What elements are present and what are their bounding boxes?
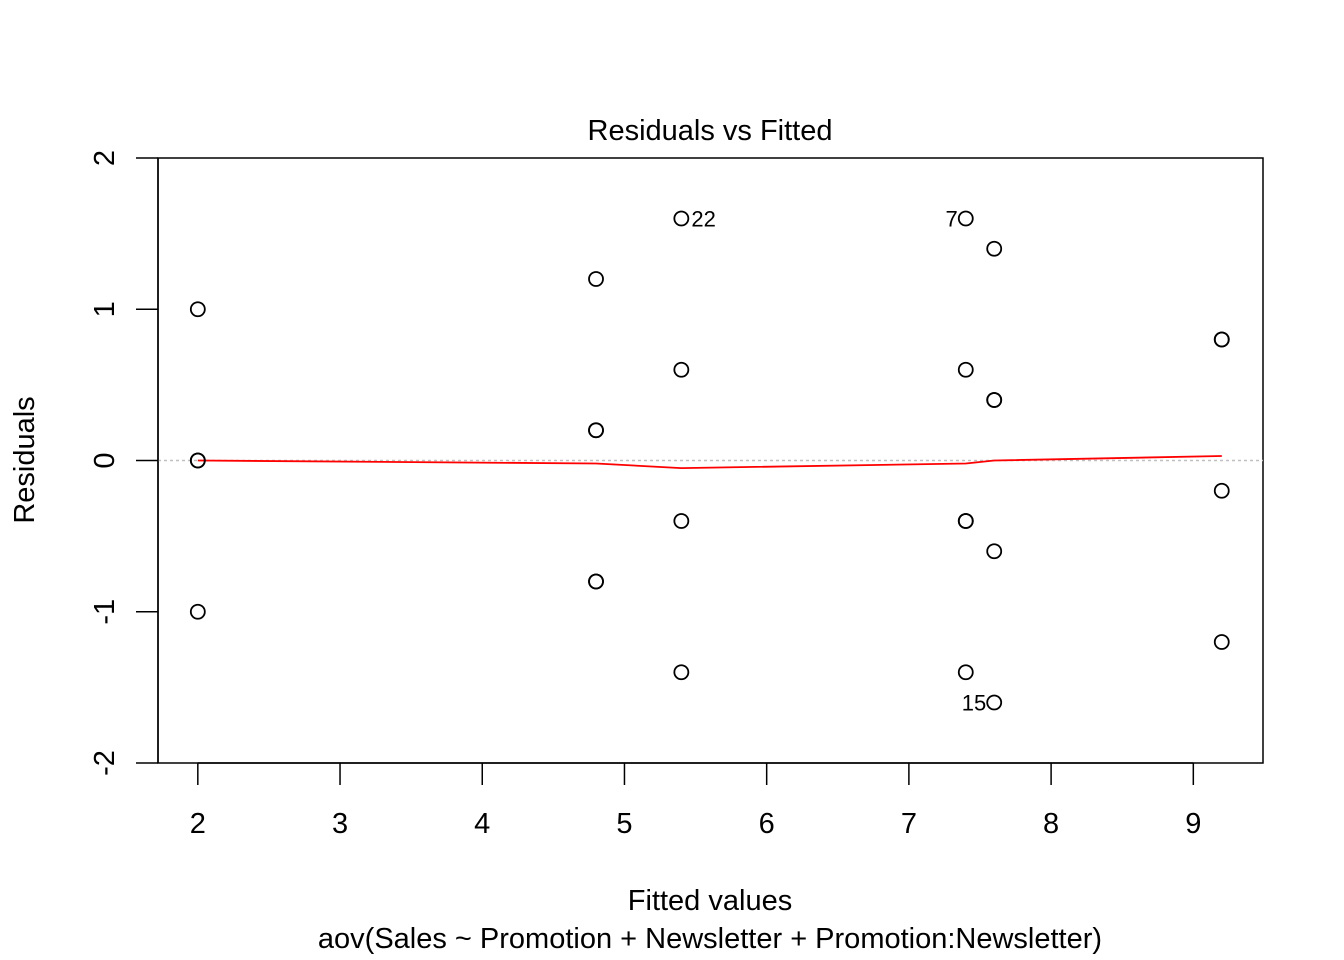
data-point bbox=[673, 513, 690, 529]
data-point bbox=[1213, 634, 1230, 650]
x-tick-label: 2 bbox=[190, 808, 206, 840]
data-point bbox=[189, 603, 206, 620]
y-tick-label: -2 bbox=[89, 750, 121, 776]
y-tick-label: 2 bbox=[89, 150, 121, 166]
y-tick-label: 0 bbox=[89, 452, 121, 468]
y-tick-label: -1 bbox=[89, 599, 121, 625]
y-tick-label: 1 bbox=[89, 301, 121, 317]
data-point bbox=[673, 210, 690, 227]
data-point bbox=[986, 694, 1003, 711]
data-point bbox=[1213, 482, 1230, 499]
x-tick-label: 8 bbox=[1043, 808, 1059, 840]
x-tick-label: 7 bbox=[901, 808, 917, 840]
data-point bbox=[957, 210, 974, 227]
x-axis-label: Fitted values bbox=[628, 885, 792, 917]
point-label: 7 bbox=[946, 207, 958, 232]
x-tick-label: 6 bbox=[759, 808, 775, 840]
data-point bbox=[957, 513, 974, 529]
y-axis-label: Residuals bbox=[9, 396, 41, 523]
data-point bbox=[986, 392, 1003, 408]
x-tick-label: 5 bbox=[616, 808, 632, 840]
point-label: 22 bbox=[691, 207, 715, 232]
point-label: 15 bbox=[962, 691, 986, 716]
data-point bbox=[588, 271, 604, 287]
data-point bbox=[957, 664, 974, 681]
smoother-line bbox=[197, 455, 1222, 470]
data-point bbox=[673, 361, 690, 378]
data-point bbox=[588, 422, 604, 439]
data-point bbox=[189, 301, 206, 318]
x-axis: 2 3 4 5 6 7 8 9 bbox=[190, 762, 1201, 840]
data-point bbox=[1213, 331, 1230, 348]
chart-title: Residuals vs Fitted bbox=[588, 115, 833, 147]
x-tick-label: 4 bbox=[474, 808, 490, 840]
data-point bbox=[588, 573, 604, 590]
x-tick-label: 9 bbox=[1185, 808, 1201, 840]
chart-subtitle: aov(Sales ~ Promotion + Newsletter + Pro… bbox=[318, 923, 1102, 955]
data-point bbox=[957, 361, 974, 378]
y-axis: -2 -1 0 1 2 bbox=[89, 150, 159, 776]
x-tick-label: 3 bbox=[332, 808, 348, 840]
data-point bbox=[673, 664, 690, 681]
data-point bbox=[986, 543, 1003, 560]
data-point bbox=[986, 240, 1003, 257]
data-point bbox=[189, 452, 206, 469]
